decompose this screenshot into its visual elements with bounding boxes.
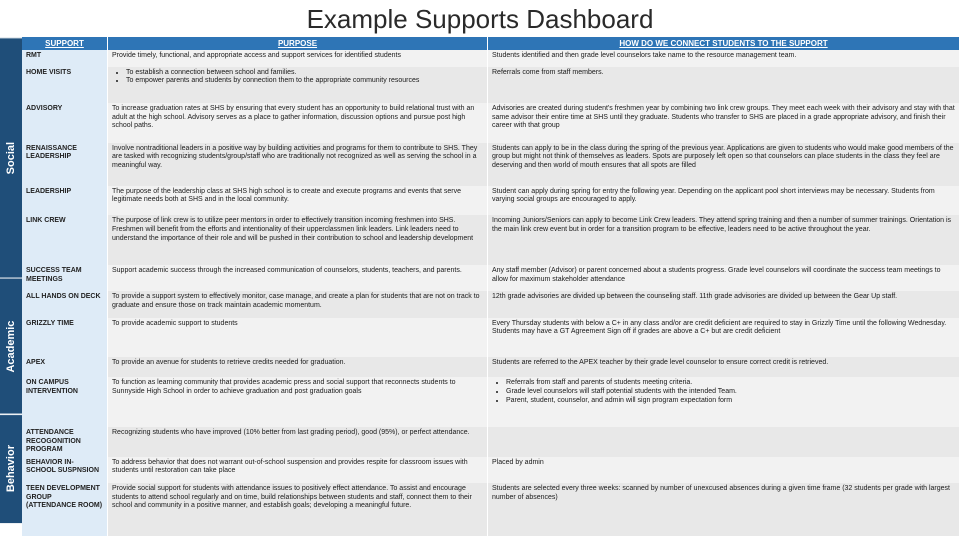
table-row: RENAISSANCE LEADERSHIPInvolve nontraditi…	[22, 143, 960, 186]
connect-cell: Referrals come from staff members.	[488, 67, 960, 103]
purpose-cell: Provide timely, functional, and appropri…	[108, 50, 488, 67]
connect-cell: Students identified and then grade level…	[488, 50, 960, 67]
purpose-cell: To provide academic support to students	[108, 318, 488, 358]
purpose-cell: Support academic success through the inc…	[108, 265, 488, 291]
support-cell: LEADERSHIP	[22, 186, 108, 216]
connect-cell: Students can apply to be in the class du…	[488, 143, 960, 186]
table-row: TEEN DEVELOPMENT GROUP (ATTENDANCE ROOM)…	[22, 483, 960, 536]
table-row: APEXTo provide an avenue for students to…	[22, 357, 960, 377]
connect-cell: Any staff member (Advisor) or parent con…	[488, 265, 960, 291]
purpose-cell: The purpose of link crew is to utilize p…	[108, 215, 488, 265]
category-column: SocialAcademicBehavior	[0, 37, 22, 537]
category-academic: Academic	[0, 278, 22, 414]
support-cell: SUCCESS TEAM MEETINGS	[22, 265, 108, 291]
support-cell: ON CAMPUS INTERVENTION	[22, 377, 108, 427]
header-row: SUPPORT PURPOSE HOW DO WE CONNECT STUDEN…	[22, 37, 960, 50]
grid: SUPPORT PURPOSE HOW DO WE CONNECT STUDEN…	[22, 37, 960, 537]
table-row: ALL HANDS ON DECKTo provide a support sy…	[22, 291, 960, 317]
purpose-cell: To address behavior that does not warran…	[108, 457, 488, 483]
connect-cell: Advisories are created during student's …	[488, 103, 960, 143]
connect-cell: Placed by admin	[488, 457, 960, 483]
category-behavior: Behavior	[0, 414, 22, 523]
support-cell: GRIZZLY TIME	[22, 318, 108, 358]
table-row: BEHAVIOR IN-SCHOOL SUSPNSIONTo address b…	[22, 457, 960, 483]
connect-cell: 12th grade advisories are divided up bet…	[488, 291, 960, 317]
purpose-cell: The purpose of the leadership class at S…	[108, 186, 488, 216]
purpose-cell: Involve nontraditional leaders in a posi…	[108, 143, 488, 186]
table-row: LINK CREWThe purpose of link crew is to …	[22, 215, 960, 265]
support-cell: APEX	[22, 357, 108, 377]
purpose-cell: To provide a support system to effective…	[108, 291, 488, 317]
support-cell: ATTENDANCE RECOGONITION PROGRAM	[22, 427, 108, 457]
purpose-cell: Recognizing students who have improved (…	[108, 427, 488, 457]
purpose-cell: To increase graduation rates at SHS by e…	[108, 103, 488, 143]
table-row: SUCCESS TEAM MEETINGSSupport academic su…	[22, 265, 960, 291]
table-row: GRIZZLY TIMETo provide academic support …	[22, 318, 960, 358]
purpose-cell: Provide social support for students with…	[108, 483, 488, 536]
support-cell: LINK CREW	[22, 215, 108, 265]
connect-cell: Students are selected every three weeks:…	[488, 483, 960, 536]
dashboard-sheet: SocialAcademicBehavior SUPPORT PURPOSE H…	[0, 37, 960, 537]
table-row: ON CAMPUS INTERVENTIONTo function as lea…	[22, 377, 960, 427]
connect-cell: Every Thursday students with below a C+ …	[488, 318, 960, 358]
connect-cell: Referrals from staff and parents of stud…	[488, 377, 960, 427]
purpose-cell: To provide an avenue for students to ret…	[108, 357, 488, 377]
support-cell: ADVISORY	[22, 103, 108, 143]
header-connect: HOW DO WE CONNECT STUDENTS TO THE SUPPOR…	[488, 37, 960, 50]
connect-cell: Student can apply during spring for entr…	[488, 186, 960, 216]
page-title: Example Supports Dashboard	[0, 0, 960, 37]
connect-cell: Incoming Juniors/Seniors can apply to be…	[488, 215, 960, 265]
table-row: ATTENDANCE RECOGONITION PROGRAMRecognizi…	[22, 427, 960, 457]
table-row: ADVISORYTo increase graduation rates at …	[22, 103, 960, 143]
table-row: LEADERSHIPThe purpose of the leadership …	[22, 186, 960, 216]
support-cell: RENAISSANCE LEADERSHIP	[22, 143, 108, 186]
purpose-cell: To establish a connection between school…	[108, 67, 488, 103]
connect-cell: Students are referred to the APEX teache…	[488, 357, 960, 377]
connect-cell	[488, 427, 960, 457]
table-row: RMTProvide timely, functional, and appro…	[22, 50, 960, 67]
support-cell: RMT	[22, 50, 108, 67]
purpose-cell: To function as learning community that p…	[108, 377, 488, 427]
table-row: HOME VISITSTo establish a connection bet…	[22, 67, 960, 103]
category-social: Social	[0, 37, 22, 278]
support-cell: HOME VISITS	[22, 67, 108, 103]
support-cell: ALL HANDS ON DECK	[22, 291, 108, 317]
support-cell: TEEN DEVELOPMENT GROUP (ATTENDANCE ROOM)	[22, 483, 108, 536]
header-purpose: PURPOSE	[108, 37, 488, 50]
support-cell: BEHAVIOR IN-SCHOOL SUSPNSION	[22, 457, 108, 483]
header-support: SUPPORT	[22, 37, 108, 50]
